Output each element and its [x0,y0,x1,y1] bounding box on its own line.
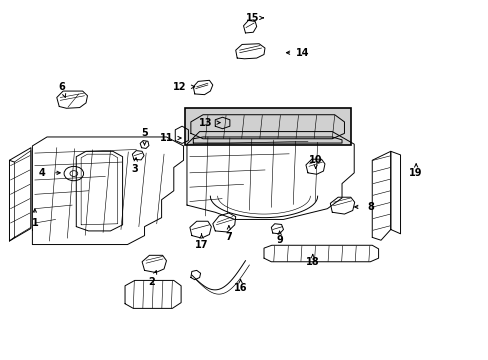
Text: 16: 16 [233,283,247,293]
Bar [184,108,350,145]
Text: 3: 3 [131,164,138,174]
Text: 18: 18 [305,257,319,267]
Text: 5: 5 [141,129,147,138]
Text: 6: 6 [58,82,65,92]
Text: 12: 12 [173,82,186,92]
Text: 19: 19 [408,168,422,178]
Text: 11: 11 [160,133,173,143]
Text: 9: 9 [276,235,283,245]
Text: 10: 10 [308,154,322,165]
Text: 4: 4 [39,168,45,178]
Text: 1: 1 [31,218,38,228]
Text: 13: 13 [198,118,212,128]
Text: 8: 8 [367,202,374,212]
Text: 17: 17 [194,239,208,249]
Text: 14: 14 [296,48,309,58]
Text: 15: 15 [245,13,259,23]
Text: 7: 7 [225,232,232,242]
Text: 2: 2 [148,277,155,287]
